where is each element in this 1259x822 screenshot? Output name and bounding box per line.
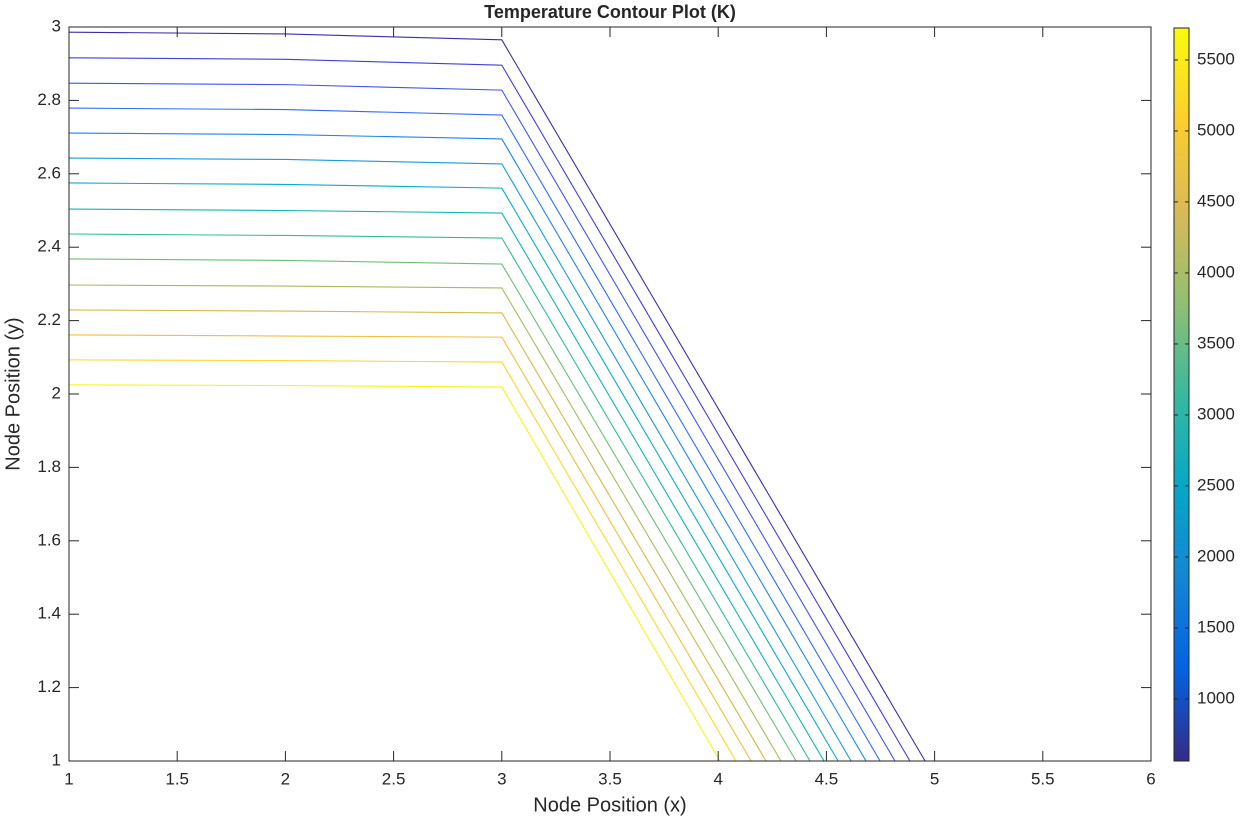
x-tick-label: 5	[930, 769, 939, 788]
contour-line	[68, 384, 721, 762]
chart-title: Temperature Contour Plot (K)	[484, 2, 736, 22]
y-tick-label: 1	[52, 750, 61, 769]
contour-line	[68, 82, 896, 762]
colorbar-tick-label: 2500	[1197, 475, 1235, 494]
x-tick-label: 1	[64, 769, 73, 788]
colorbar-tick-label: 3500	[1197, 333, 1235, 352]
y-tick-label: 1.2	[37, 677, 61, 696]
contour-line	[68, 31, 926, 762]
contour-line	[68, 284, 782, 762]
colorbar-tick-label: 3000	[1197, 404, 1235, 423]
y-tick-label: 2.8	[37, 90, 61, 109]
contour-line	[68, 208, 825, 762]
contour-line	[68, 258, 797, 762]
contour-line	[68, 132, 867, 762]
contour-line	[68, 57, 911, 762]
x-axis-label: Node Position (x)	[533, 794, 686, 816]
contour-line	[68, 182, 839, 762]
y-tick-label: 1.6	[37, 530, 61, 549]
y-tick-label: 1.4	[37, 604, 61, 623]
contour-line	[68, 309, 767, 762]
y-tick-label: 3	[52, 16, 61, 35]
contour-line	[68, 157, 852, 762]
x-tick-label: 2	[281, 769, 290, 788]
x-tick-label: 3.5	[598, 769, 622, 788]
x-tick-label: 2.5	[382, 769, 406, 788]
y-tick-label: 2.4	[37, 237, 61, 256]
y-tick-label: 2	[52, 383, 61, 402]
colorbar	[1173, 27, 1190, 762]
colorbar-tick-label: 5500	[1197, 49, 1235, 68]
x-tick-label: 6	[1146, 769, 1155, 788]
contour-line	[68, 359, 737, 762]
x-tick-label: 1.5	[165, 769, 189, 788]
x-tick-label: 3	[497, 769, 506, 788]
y-axis-label: Node Position (y)	[2, 317, 24, 470]
x-tick-label: 5.5	[1031, 769, 1055, 788]
x-tick-label: 4	[713, 769, 722, 788]
colorbar-tick-label: 4000	[1197, 262, 1235, 281]
contour-line	[68, 107, 881, 762]
colorbar-tick-label: 2000	[1197, 546, 1235, 565]
x-tick-label: 4.5	[815, 769, 839, 788]
y-tick-label: 2.2	[37, 310, 61, 329]
colorbar-tick-label: 1500	[1197, 617, 1235, 636]
contour-line	[68, 334, 752, 762]
y-tick-label: 1.8	[37, 457, 61, 476]
plot-frame	[68, 26, 1152, 762]
colorbar-tick-label: 1000	[1197, 688, 1235, 707]
colorbar-tick-label: 4500	[1197, 191, 1235, 210]
y-tick-label: 2.6	[37, 163, 61, 182]
contour-line	[68, 233, 811, 762]
colorbar-tick-label: 5000	[1197, 120, 1235, 139]
